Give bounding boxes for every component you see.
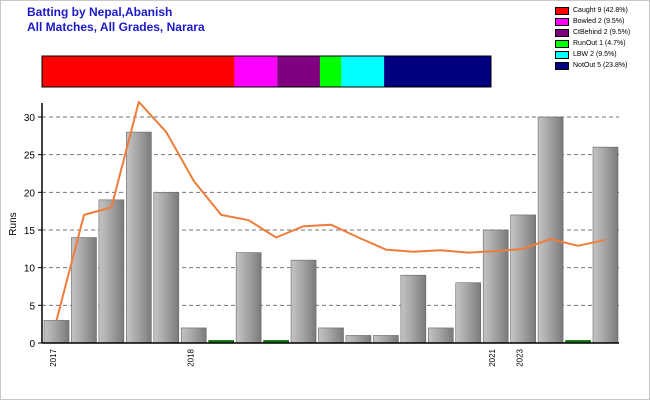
y-tick-label: 25 [24,151,36,162]
bar [373,335,399,344]
legend-label: Bowled 2 (9.5%) [573,18,625,25]
legend-swatch [555,61,569,70]
bar [153,192,180,344]
y-tick-label: 15 [24,226,36,237]
legend-label: NotOut 5 (23.8%) [573,62,628,69]
legend-item: LBW 2 (9.5%) [555,49,647,60]
bar [235,252,262,344]
legend-item: Bowled 2 (9.5%) [555,16,647,27]
legend-label: CtBehind 2 (9.5%) [573,29,631,36]
legend-swatch [555,50,569,59]
x-tick-label: 2018 [186,348,195,366]
legend-item: Caught 9 (42.8%) [555,5,647,16]
bar [71,237,97,344]
dismissal-segment [384,56,491,87]
legend-item: RunOut 1 (4.7%) [555,38,647,49]
bar [98,199,125,344]
bar [318,327,344,344]
x-tick-label: 2021 [488,348,497,366]
x-tick-label: 2017 [49,348,58,366]
dismissal-bar-border [41,55,492,88]
chart-title: Batting by Nepal,Abanish [27,5,173,19]
dismissal-segment [277,56,320,87]
dismissal-segment [234,56,278,87]
dismissal-segment [319,56,342,87]
bar [290,259,317,344]
bar [482,229,509,344]
legend: Caught 9 (42.8%) Bowled 2 (9.5%) CtBehind … [555,5,647,71]
average-line [55,100,606,321]
bar [180,327,207,344]
legend-swatch [555,39,569,48]
legend-label: LBW 2 (9.5%) [573,51,617,58]
bar [400,274,427,344]
chart-subtitle: All Matches, All Grades, Narara [27,20,205,34]
bar [427,327,454,344]
bar [592,146,619,344]
y-axis-label: Runs [8,212,19,235]
y-tick-label: 0 [29,339,35,350]
bar [43,320,70,344]
dismissal-segment [341,56,385,87]
legend-label: Caught 9 (42.8%) [573,7,628,14]
bar [510,214,536,344]
legend-swatch [555,17,569,26]
y-tick-label: 5 [29,301,35,312]
bar [537,116,564,344]
dismissal-segment [42,56,235,87]
x-tick-label: 2023 [516,348,525,366]
legend-label: RunOut 1 (4.7%) [573,40,626,47]
y-tick-label: 20 [24,188,36,199]
y-tick-label: 30 [24,113,36,124]
legend-item: NotOut 5 (23.8%) [555,60,647,71]
legend-item: CtBehind 2 (9.5%) [555,27,647,38]
legend-swatch [555,28,569,37]
bar [455,282,482,344]
bar [126,131,152,344]
bar [345,335,372,344]
legend-swatch [555,6,569,15]
y-tick-label: 10 [24,264,36,275]
